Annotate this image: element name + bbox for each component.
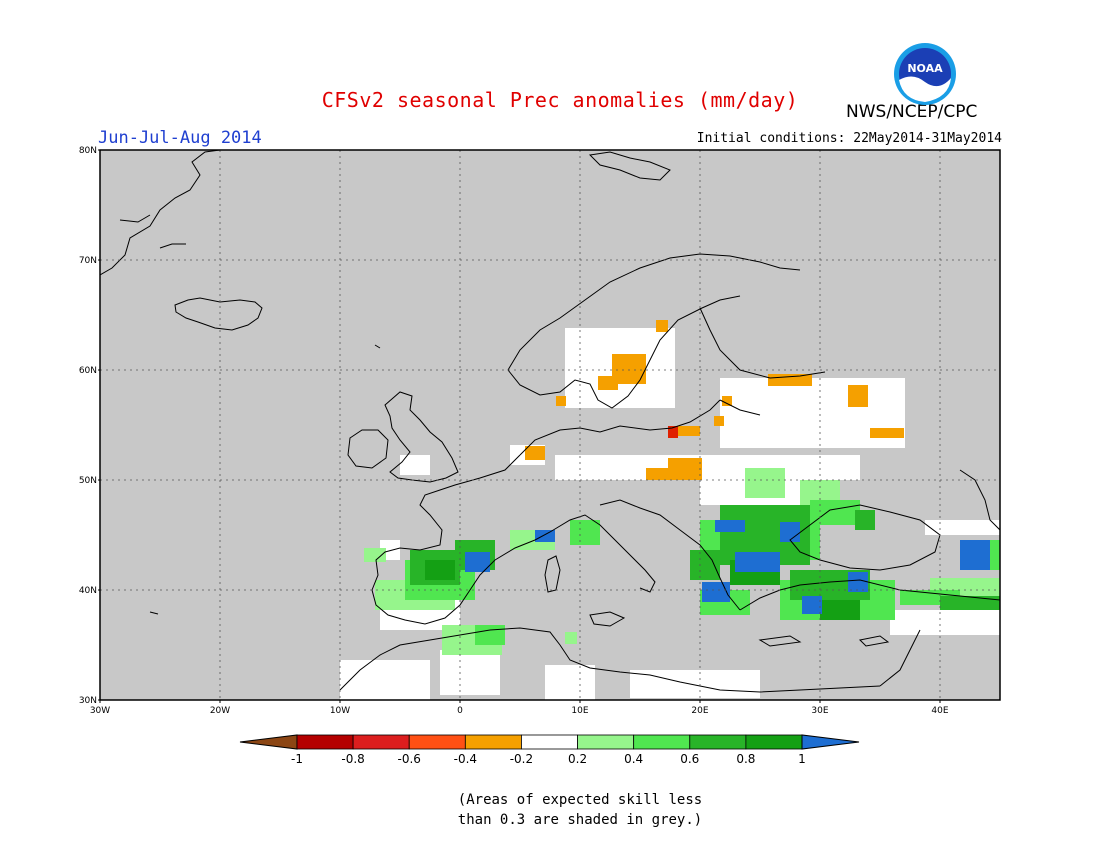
anomaly-cell-pos-gt-1 — [535, 530, 555, 542]
lon-tick-label: 0 — [457, 706, 463, 716]
season-label: Jun-Jul-Aug 2014 — [98, 128, 262, 148]
colorbar-segment — [745, 734, 803, 750]
anomaly-cell-neg-0-2-0-4 — [848, 385, 868, 407]
anomaly-cell-pos-0-8-1 — [820, 600, 860, 620]
anomaly-cell-neg-0-2-0-4 — [870, 428, 904, 438]
lon-tick-label: 10W — [330, 706, 350, 716]
anomaly-cell-pos-0-2-0-4 — [565, 632, 577, 644]
lat-tick-label: 70N — [79, 256, 97, 266]
colorbar-tick-label: -1 — [291, 752, 303, 766]
colorbar-segment — [464, 734, 522, 750]
colorbar-segment — [577, 734, 635, 750]
anomaly-cell-neg-0-2-0-4 — [678, 426, 700, 436]
latitude-labels: 80N 70N 60N 50N 40N 30N — [79, 146, 100, 706]
anomaly-cell-neg-0-2-0-4 — [668, 458, 702, 480]
longitude-labels: 30W 20W 10W 0 10E 20E 30E 40E — [90, 700, 949, 716]
colorbar-segment — [408, 734, 466, 750]
colorbar-tick-label: -0.6 — [398, 752, 421, 766]
anomaly-cell-pos-gt-1 — [735, 552, 780, 572]
anomaly-cell-pos-0-4-0-6 — [475, 625, 505, 645]
colorbar-tick-label: 0.6 — [680, 752, 699, 766]
anomaly-cell-neutral — [400, 455, 430, 475]
anomaly-cell-pos-gt-1 — [465, 552, 490, 572]
anomaly-cell-pos-0-6-0-8 — [855, 510, 875, 530]
colorbar: -1 -0.8 -0.6 -0.4 -0.2 0.2 0.4 0.6 0.8 1 — [239, 734, 860, 766]
anomaly-cell-neg-0-2-0-4 — [656, 320, 668, 332]
anomaly-cell-pos-gt-1 — [848, 572, 868, 592]
lon-tick-label: 30E — [811, 706, 828, 716]
anomaly-cell-pos-gt-1 — [702, 582, 730, 602]
colorbar-tick-label: 1 — [798, 752, 806, 766]
coastlines — [100, 150, 1000, 693]
colorbar-tick-label: -0.4 — [454, 752, 477, 766]
colorbar-high-arrow — [801, 734, 860, 750]
colorbar-low-arrow — [239, 734, 298, 750]
anomaly-cell-neg-0-2-0-4 — [722, 396, 732, 406]
lon-tick-label: 30W — [90, 706, 110, 716]
footnote-line-1: (Areas of expected skill less — [457, 792, 703, 808]
lat-tick-label: 60N — [79, 366, 97, 376]
colorbar-segment — [352, 734, 410, 750]
colorbar-tick-label: 0.2 — [568, 752, 587, 766]
chart-title: CFSv2 seasonal Prec anomalies (mm/day) — [321, 88, 799, 112]
noaa-logo: NOAA — [894, 43, 956, 105]
colorbar-segment — [689, 734, 747, 750]
anomaly-cell-neutral — [440, 650, 500, 695]
anomaly-cell-pos-0-6-0-8 — [940, 596, 1000, 610]
anomaly-cell-pos-0-4-0-6 — [810, 500, 860, 525]
anomaly-cell-neutral — [340, 660, 430, 700]
lat-tick-label: 80N — [79, 146, 97, 156]
anomaly-cell-neg-0-2-0-4 — [646, 468, 668, 480]
anomaly-cell-pos-gt-1 — [802, 596, 822, 614]
anomaly-cell-pos-0-4-0-6 — [570, 520, 600, 545]
anomaly-cell-pos-0-2-0-4 — [745, 468, 785, 498]
lon-tick-label: 10E — [571, 706, 588, 716]
colorbar-segment — [633, 734, 691, 750]
lat-tick-label: 50N — [79, 476, 97, 486]
anomaly-cell-neg-0-2-0-4 — [525, 446, 545, 460]
colorbar-tick-label: -0.2 — [510, 752, 533, 766]
lon-tick-label: 20E — [691, 706, 708, 716]
colorbar-segment — [296, 734, 354, 750]
footnote-line-2: than 0.3 are shaded in grey.) — [457, 812, 703, 828]
anomaly-cell-pos-0-2-0-4 — [364, 548, 386, 562]
noaa-logo-text: NOAA — [907, 62, 943, 75]
lon-tick-label: 20W — [210, 706, 230, 716]
lat-tick-label: 40N — [79, 586, 97, 596]
colorbar-tick-label: 0.8 — [736, 752, 755, 766]
colorbar-segment — [521, 734, 578, 750]
lon-tick-label: 40E — [931, 706, 948, 716]
anomaly-cell-pos-0-8-1 — [425, 560, 455, 580]
anomaly-cell-neutral — [555, 455, 860, 480]
anomaly-cell-pos-gt-1 — [715, 520, 745, 532]
colorbar-tick-label: -0.8 — [341, 752, 364, 766]
anomaly-cell-neg-0-2-0-4 — [714, 416, 724, 426]
anomaly-cell-pos-gt-1 — [960, 540, 990, 570]
anomaly-cell-neutral — [890, 610, 1000, 635]
initial-conditions-label: Initial conditions: 22May2014-31May2014 — [696, 131, 1002, 146]
anomaly-cell-neg-0-2-0-4 — [556, 396, 566, 406]
anomaly-cell-neutral — [545, 665, 595, 700]
lat-tick-label: 30N — [79, 696, 97, 706]
anomaly-cell-neg-0-2-0-4 — [598, 376, 618, 390]
anomaly-cell-pos-0-6-0-8 — [690, 550, 720, 580]
anomaly-cell-pos-gt-1 — [780, 522, 800, 542]
anomaly-cell-neutral — [630, 670, 760, 698]
map-frame — [99, 149, 1001, 701]
anomaly-cell-neg-0-2-0-4 — [768, 374, 812, 386]
anomaly-cell-neg-0-6-0-8 — [668, 426, 678, 438]
agency-label: NWS/NCEP/CPC — [846, 102, 978, 122]
colorbar-tick-label: 0.4 — [624, 752, 643, 766]
graticule — [100, 150, 1000, 700]
anomaly-cell-neutral — [925, 520, 1000, 535]
